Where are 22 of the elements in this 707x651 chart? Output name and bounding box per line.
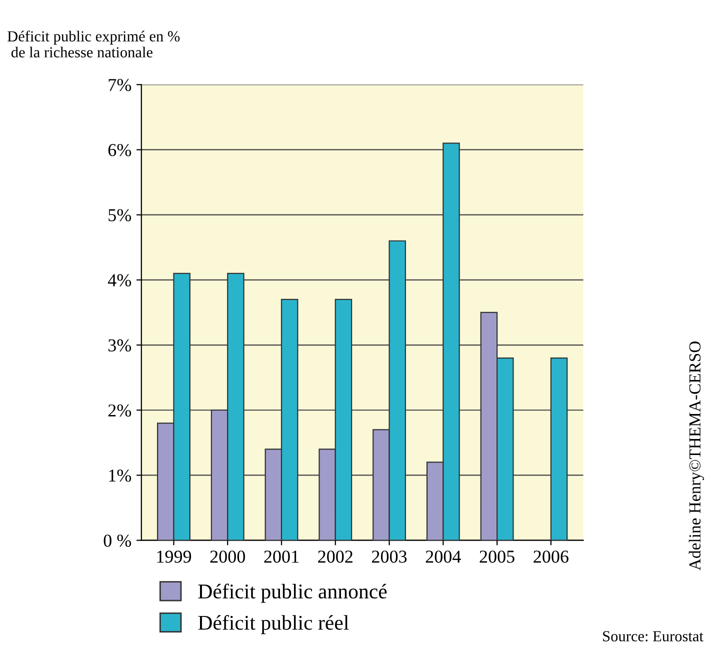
y-tick-label: 4%: [108, 274, 132, 286]
x-tick-label: 2006: [534, 550, 568, 563]
y-axis-title: Déficit public exprimé en % de la richesse nationale: [8, 30, 180, 58]
y-tick-label: 2%: [108, 404, 132, 417]
x-tick-label: 2003: [372, 550, 407, 563]
y-tick-label: 3%: [108, 339, 132, 352]
y-tick-label: 5%: [108, 209, 132, 222]
y-tick-label: 7%: [108, 78, 132, 92]
x-tick-label: 2000: [210, 550, 245, 563]
y-tick-label: 6%: [108, 144, 132, 156]
source-note: Source: Eurostat: [603, 631, 704, 642]
y-tick-label: 0 %: [104, 534, 132, 547]
x-tick-label: 1999: [157, 550, 192, 563]
text: Adeline Henry©THEMA-CERSO: [688, 342, 704, 570]
y-tick-label: 1%: [109, 469, 132, 482]
legend-label: Déficit public réel: [198, 614, 349, 634]
bar: [550, 357, 568, 540]
x-tick-label: 2002: [318, 550, 352, 563]
x-tick-label: 2004: [426, 550, 461, 563]
x-tick-label: 2005: [480, 550, 514, 563]
legend-label: Déficit public annoncé: [198, 584, 387, 603]
x-tick-label: 2001: [264, 550, 298, 563]
